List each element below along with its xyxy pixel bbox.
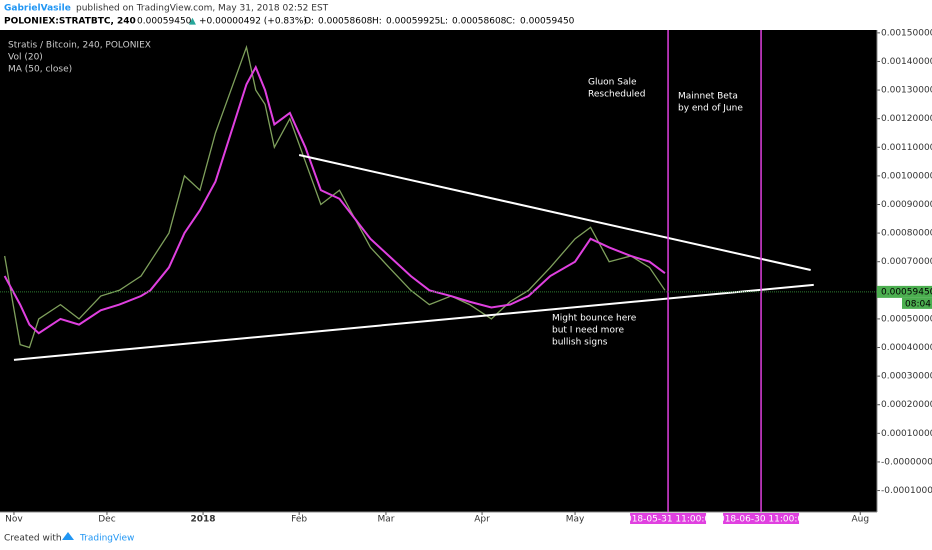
o: 0.00058608 [318, 17, 373, 27]
y-tick-label: 0.00150000 [881, 28, 932, 38]
trendline [13, 283, 814, 361]
up-arrow: ▲ [189, 17, 196, 27]
marker-box [723, 513, 800, 524]
annotation: by end of June [678, 104, 743, 114]
h-label: H: [372, 17, 382, 27]
legend-item: MA (50, close) [8, 65, 72, 75]
series-line [3, 64, 666, 335]
y-tick-label: 0.00080000 [881, 229, 932, 239]
y-tick-label: 0.00070000 [881, 257, 932, 267]
x-tick-label: Nov [5, 515, 23, 525]
logo [62, 532, 74, 540]
footer-brand[interactable]: TradingView [79, 534, 134, 544]
y-tick-label: 0.00050000 [881, 314, 932, 324]
author[interactable]: GabrielVasile [4, 4, 71, 14]
y-tick-label: 0.00040000 [881, 343, 932, 353]
y-tick-label: 0.00100000 [881, 171, 932, 181]
last-price-box [877, 285, 932, 298]
x-tick-label: May [566, 515, 585, 525]
footer-created: Created with [4, 534, 62, 544]
y-tick-label: 0.00030000 [881, 372, 932, 382]
y-tick-label: 0.00130000 [881, 86, 932, 96]
x-tick-label: Mar [377, 515, 394, 525]
y-tick-label: 0.00090000 [881, 200, 932, 210]
y-tick-label: 0.00020000 [881, 400, 932, 410]
legend-item: Vol (20) [8, 53, 43, 63]
series-line [4, 44, 666, 349]
x-tick-label: Aug [851, 515, 869, 525]
marker-label: 2018-06-30 11:00:00 [713, 515, 809, 525]
annotation: bullish signs [552, 338, 608, 348]
c: 0.00059450 [520, 17, 575, 27]
marker-box [630, 513, 707, 524]
o-label: O: [304, 17, 314, 27]
symbol: POLONIEX:STRATBTC, 240 [4, 17, 136, 27]
h: 0.00059925 [386, 17, 440, 27]
annotation: Gluon Sale [588, 78, 637, 88]
change: +0.00000492 (+0.83%) [199, 17, 307, 27]
legend-item: Stratis / Bitcoin, 240, POLONIEX [8, 41, 151, 51]
x-tick-label: Feb [291, 515, 307, 525]
trendline [298, 154, 811, 271]
y-tick-label: 0.00010000 [881, 429, 932, 439]
y-tick-label: 0.00120000 [881, 114, 932, 124]
y-tick-label: -0.00000000 [881, 457, 932, 467]
marker-label: 2018-05-31 11:00:00 [620, 515, 716, 525]
l: 0.00058608 [452, 17, 507, 27]
countdown-box [902, 297, 932, 309]
annotation: Rescheduled [588, 90, 645, 100]
x-tick-label: 2018 [191, 515, 216, 525]
published: published on TradingView.com, May 31, 20… [76, 4, 329, 14]
l-label: L: [440, 17, 448, 27]
x-tick-label: Apr [474, 515, 490, 525]
annotation: but I need more [552, 326, 624, 336]
price-axis-bg [877, 30, 932, 512]
y-tick-label: 0.00110000 [881, 143, 932, 153]
last: 0.00059450 [137, 17, 192, 27]
annotation: Might bounce here [552, 314, 637, 324]
x-tick-label: Dec [98, 515, 115, 525]
y-tick-label: -0.00010000 [881, 486, 932, 496]
countdown: 08:04 [905, 299, 931, 309]
plot-bg [0, 30, 877, 512]
annotation: Mainnet Beta [678, 92, 738, 102]
y-tick-label: 0.00140000 [881, 57, 932, 67]
c-label: C: [506, 17, 515, 27]
last-price-label: 0.00059450 [881, 287, 932, 297]
